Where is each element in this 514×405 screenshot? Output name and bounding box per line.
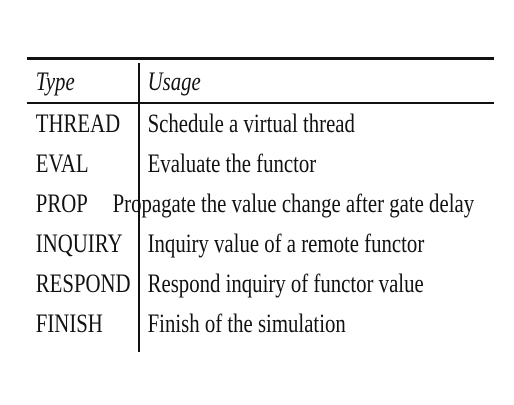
table-row: EVAL Evaluate the functor [27, 144, 494, 184]
type-cell: PROP [35, 189, 88, 218]
usage-cell: Inquiry value of a remote functor [147, 229, 425, 258]
table-row: INQUIRY Inquiry value of a remote functo… [27, 224, 494, 264]
header-type: Type [35, 67, 75, 96]
type-cell: RESPOND [35, 269, 131, 298]
top-rule [27, 57, 494, 60]
usage-cell: Respond inquiry of functor value [147, 269, 424, 298]
column-divider [138, 63, 140, 352]
table-row: THREAD Schedule a virtual thread [27, 104, 494, 144]
usage-cell: Evaluate the functor [147, 149, 317, 178]
type-cell: INQUIRY [35, 229, 123, 258]
usage-cell: Propagate the value change after gate de… [112, 189, 475, 218]
type-cell: FINISH [35, 309, 103, 338]
header-usage: Usage [147, 67, 201, 96]
table-body: Type Usage THREAD Schedule a virtual thr… [27, 60, 494, 352]
table-row: PROP Propagate the value change after ga… [27, 184, 494, 224]
usage-cell: Finish of the simulation [147, 309, 346, 338]
header-row: Type Usage [27, 62, 494, 104]
type-cell: EVAL [35, 149, 89, 178]
type-cell: THREAD [35, 109, 121, 138]
message-type-table: Type Usage THREAD Schedule a virtual thr… [27, 57, 494, 352]
table-row: RESPOND Respond inquiry of functor value [27, 264, 494, 304]
table-row: FINISH Finish of the simulation [27, 304, 494, 344]
usage-cell: Schedule a virtual thread [147, 109, 355, 138]
